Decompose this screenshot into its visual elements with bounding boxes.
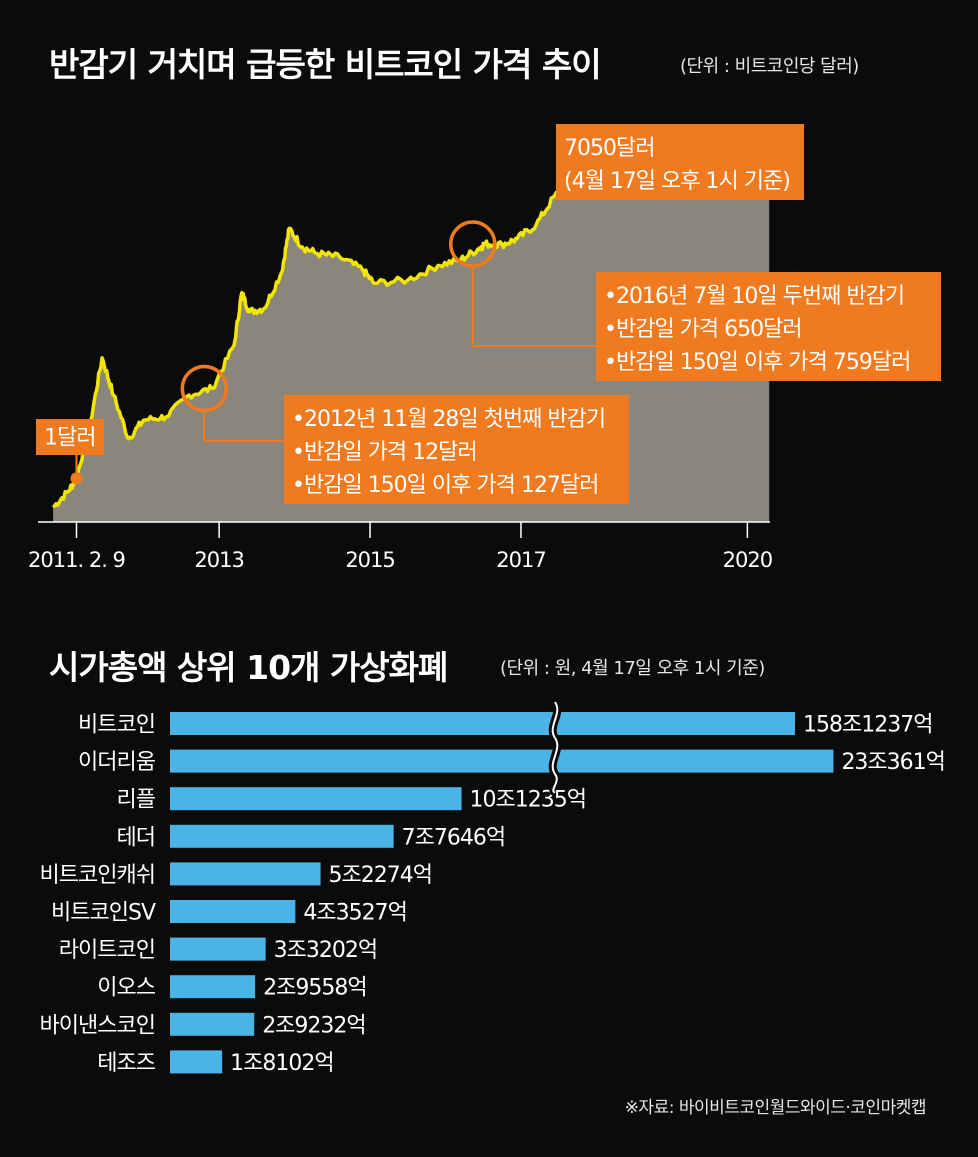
halving2-callout-line: •반감일 가격 650달러: [604, 317, 802, 342]
halving1-callout-line: •반감일 가격 12달러: [292, 440, 477, 465]
bar-category-label: 이더리움: [78, 750, 156, 775]
x-tick-label: 2011. 2. 9: [28, 548, 125, 572]
source-note: ※자료: 바이비트코인월드와이드·코인마켓캡: [624, 1098, 927, 1118]
bar-category-label: 바이낸스코인: [40, 1013, 155, 1038]
bar-value-label: 23조361억: [841, 750, 944, 775]
halving2-callout-line: •2016년 7월 10일 두번째 반감기: [604, 284, 904, 309]
bar-value-label: 10조1235억: [470, 788, 586, 813]
bar-chart-title: 시가총액 상위 10개 가상화폐: [49, 648, 448, 687]
x-tick-label: 2013: [194, 548, 243, 572]
halving2-leader: [471, 266, 596, 347]
bar-value-label: 5조2274억: [329, 863, 432, 888]
bar-category-label: 이오스: [97, 976, 155, 1001]
halving1-leader: [203, 410, 284, 442]
axis-break-mark: [551, 701, 559, 794]
bar-category-label: 비트코인SV: [51, 901, 156, 926]
bar-value-label: 1조8102억: [230, 1051, 333, 1076]
bar: [170, 862, 321, 886]
x-tick-label: 2015: [345, 548, 394, 572]
bar: [170, 975, 256, 999]
bar-category-label: 비트코인: [78, 713, 155, 738]
bar: [170, 937, 266, 961]
bar-value-label: 2조9232억: [262, 1013, 365, 1038]
bar-category-label: 테조즈: [97, 1051, 155, 1076]
bar: [170, 1050, 223, 1074]
bar-value-label: 2조9558억: [263, 976, 366, 1001]
latest-callout-box: [556, 124, 804, 200]
halving1-callout-line: •반감일 150일 이후 가격 127달러: [292, 473, 598, 498]
halving1-callout-box: [284, 395, 629, 504]
bar: [170, 787, 462, 811]
start-label-box: [36, 419, 104, 455]
x-tick-label: 2017: [496, 548, 545, 572]
halving2-callout-box: [596, 272, 941, 381]
bar: [170, 749, 834, 773]
bar-category-label: 라이트코인: [59, 938, 155, 963]
bar: [170, 900, 296, 923]
bar: [170, 712, 795, 735]
x-tick-label: 2020: [723, 548, 772, 572]
latest-callout-line: (4월 17일 오후 1시 기준): [564, 169, 790, 194]
latest-callout-line: 7050달러: [564, 136, 654, 161]
bitcoin-price-chart: 2011. 2. 9 2013 2015 2017 2020 1달러 •2012년 11월 …: [28, 123, 941, 572]
bar: [170, 1012, 255, 1036]
line-chart-unit: (단위 : 비트코인당 달러): [680, 56, 859, 77]
bar-category-label: 비트코인캐쉬: [40, 863, 155, 888]
line-chart-title: 반감기 거치며 급등한 비트코인 가격 추이: [49, 45, 602, 84]
bar-chart-unit: (단위 : 원, 4월 17일 오후 1시 기준): [500, 658, 765, 679]
halving2-callout-line: •반감일 150일 이후 가격 759달러: [604, 350, 910, 375]
bar-value-label: 7조7646억: [402, 825, 505, 850]
bar: [170, 824, 394, 848]
bar-value-label: 3조3202억: [274, 938, 377, 963]
bar-category-label: 테더: [117, 825, 155, 850]
start-label-line: 1달러: [44, 426, 95, 451]
bar-value-label: 4조3527억: [303, 901, 406, 926]
start-dot: [70, 472, 83, 485]
bar-value-label: 158조1237억: [803, 713, 932, 738]
bar-category-label: 리플: [117, 788, 156, 813]
halving1-callout-line: •2012년 11월 28일 첫번째 반감기: [292, 407, 605, 432]
